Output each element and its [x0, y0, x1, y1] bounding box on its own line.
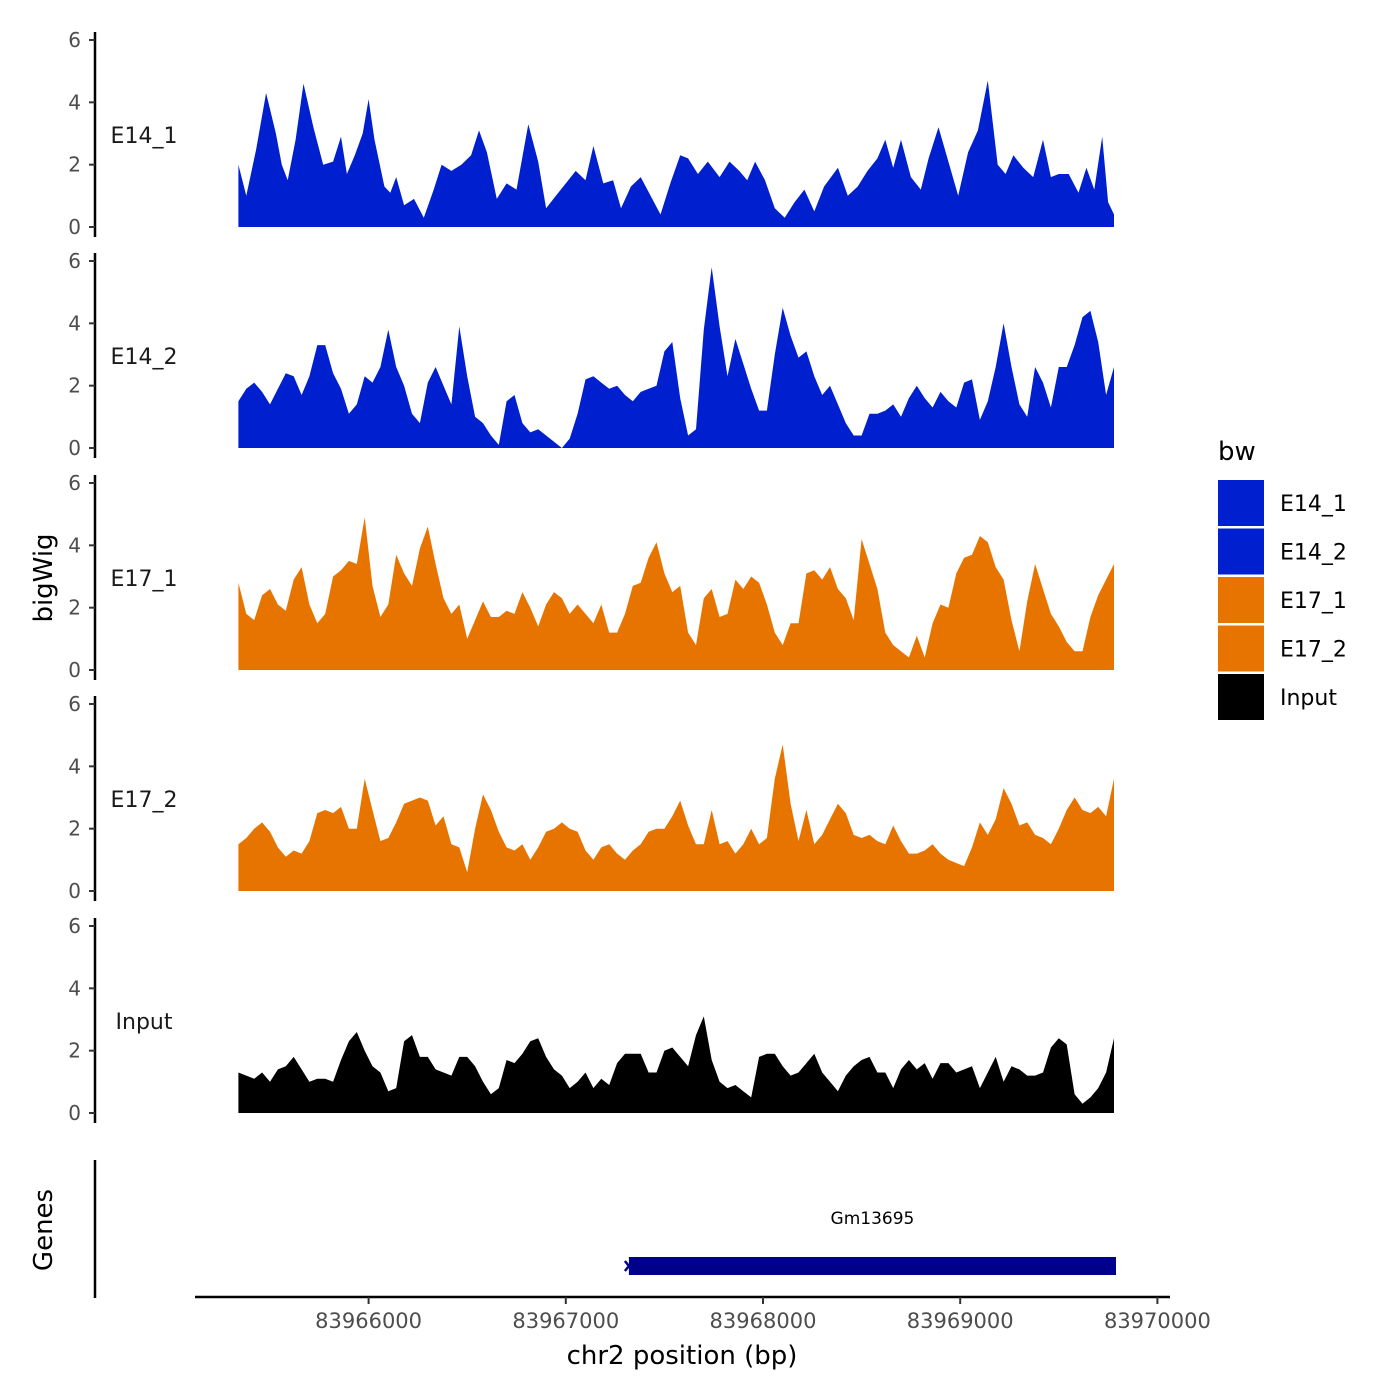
signal-area-E17_2 [238, 744, 1114, 891]
legend-label: E14_1 [1280, 492, 1347, 517]
track-E14_2: 0 2 4 6 E14_2 [68, 249, 1114, 460]
signal-tracks: 0 2 4 6 E14_1 0 2 4 6 E14_2 0 2 4 6 E17_1 0 2 4 6 E17_2 0 2 4 6… [68, 28, 1114, 1125]
legend-label: E14_2 [1280, 541, 1347, 566]
legend-label: E17_1 [1280, 589, 1347, 614]
y-tick-label: 4 [68, 311, 81, 335]
y-tick-label: 0 [68, 879, 81, 903]
legend-item-E17_2: E17_2 [1218, 625, 1347, 672]
y-axis-title: bigWig [29, 533, 59, 622]
legend-swatch [1218, 577, 1264, 623]
x-tick-label: 83966000 [315, 1309, 422, 1333]
y-tick-label: 2 [68, 596, 81, 620]
y-tick-label: 4 [68, 533, 81, 557]
genes-panel: Genes Gm13695 [29, 1160, 1116, 1298]
y-tick-label: 6 [68, 249, 81, 273]
y-tick-label: 6 [68, 692, 81, 716]
track-label: E17_1 [111, 567, 178, 592]
y-tick-label: 0 [68, 436, 81, 460]
legend-label: E17_2 [1280, 638, 1347, 663]
y-tick-label: 2 [68, 374, 81, 398]
y-tick-label: 6 [68, 914, 81, 938]
y-tick-label: 4 [68, 90, 81, 114]
legend-label: Input [1280, 686, 1337, 711]
gene-label: Gm13695 [831, 1209, 915, 1229]
signal-area-E14_2 [238, 267, 1114, 448]
legend-item-E17_1: E17_1 [1218, 577, 1347, 623]
x-axis: 83966000 83967000 83968000 83969000 83970000 [195, 1295, 1211, 1333]
y-tick-label: 2 [68, 153, 81, 177]
track-label: E14_2 [111, 345, 178, 370]
y-tick-label: 6 [68, 471, 81, 495]
track-Input: 0 2 4 6 Input [68, 914, 1114, 1125]
y-tick-label: 0 [68, 215, 81, 239]
legend-title: bw [1218, 437, 1256, 467]
genes-panel-label: Genes [29, 1189, 59, 1271]
track-E14_1: 0 2 4 6 E14_1 [68, 28, 1114, 239]
gene-body [628, 1257, 1116, 1275]
track-label: E17_2 [111, 788, 178, 813]
legend-item-E14_2: E14_2 [1218, 528, 1347, 575]
track-E17_2: 0 2 4 6 E17_2 [68, 692, 1114, 903]
x-tick-label: 83970000 [1104, 1309, 1211, 1333]
y-tick-label: 4 [68, 976, 81, 1000]
y-tick-label: 6 [68, 28, 81, 52]
legend-swatch [1218, 480, 1264, 526]
track-label: Input [116, 1010, 173, 1035]
track-E17_1: 0 2 4 6 E17_1 [68, 471, 1114, 682]
x-axis-title: chr2 position (bp) [567, 1341, 798, 1371]
track-label: E14_1 [111, 124, 178, 149]
x-tick-label: 83968000 [710, 1309, 817, 1333]
signal-area-Input [238, 1016, 1114, 1113]
y-tick-label: 2 [68, 1039, 81, 1063]
legend-swatch [1218, 674, 1264, 720]
y-tick-label: 0 [68, 1101, 81, 1125]
signal-area-E17_1 [238, 517, 1114, 670]
x-tick-label: 83969000 [907, 1309, 1014, 1333]
legend-swatch [1218, 625, 1264, 672]
legend-item-E14_1: E14_1 [1218, 480, 1347, 526]
legend-swatch [1218, 528, 1264, 575]
y-tick-label: 0 [68, 658, 81, 682]
legend-item-Input: Input [1218, 674, 1337, 720]
gene-strand-marker [623, 1260, 634, 1272]
y-tick-label: 2 [68, 817, 81, 841]
y-tick-label: 4 [68, 754, 81, 778]
x-tick-label: 83967000 [512, 1309, 619, 1333]
gene-Gm13695: Gm13695 [623, 1209, 1116, 1275]
legend: bw E14_1 E14_2 E17_1 E17_2 Input [1218, 437, 1347, 720]
signal-area-E14_1 [238, 80, 1114, 227]
